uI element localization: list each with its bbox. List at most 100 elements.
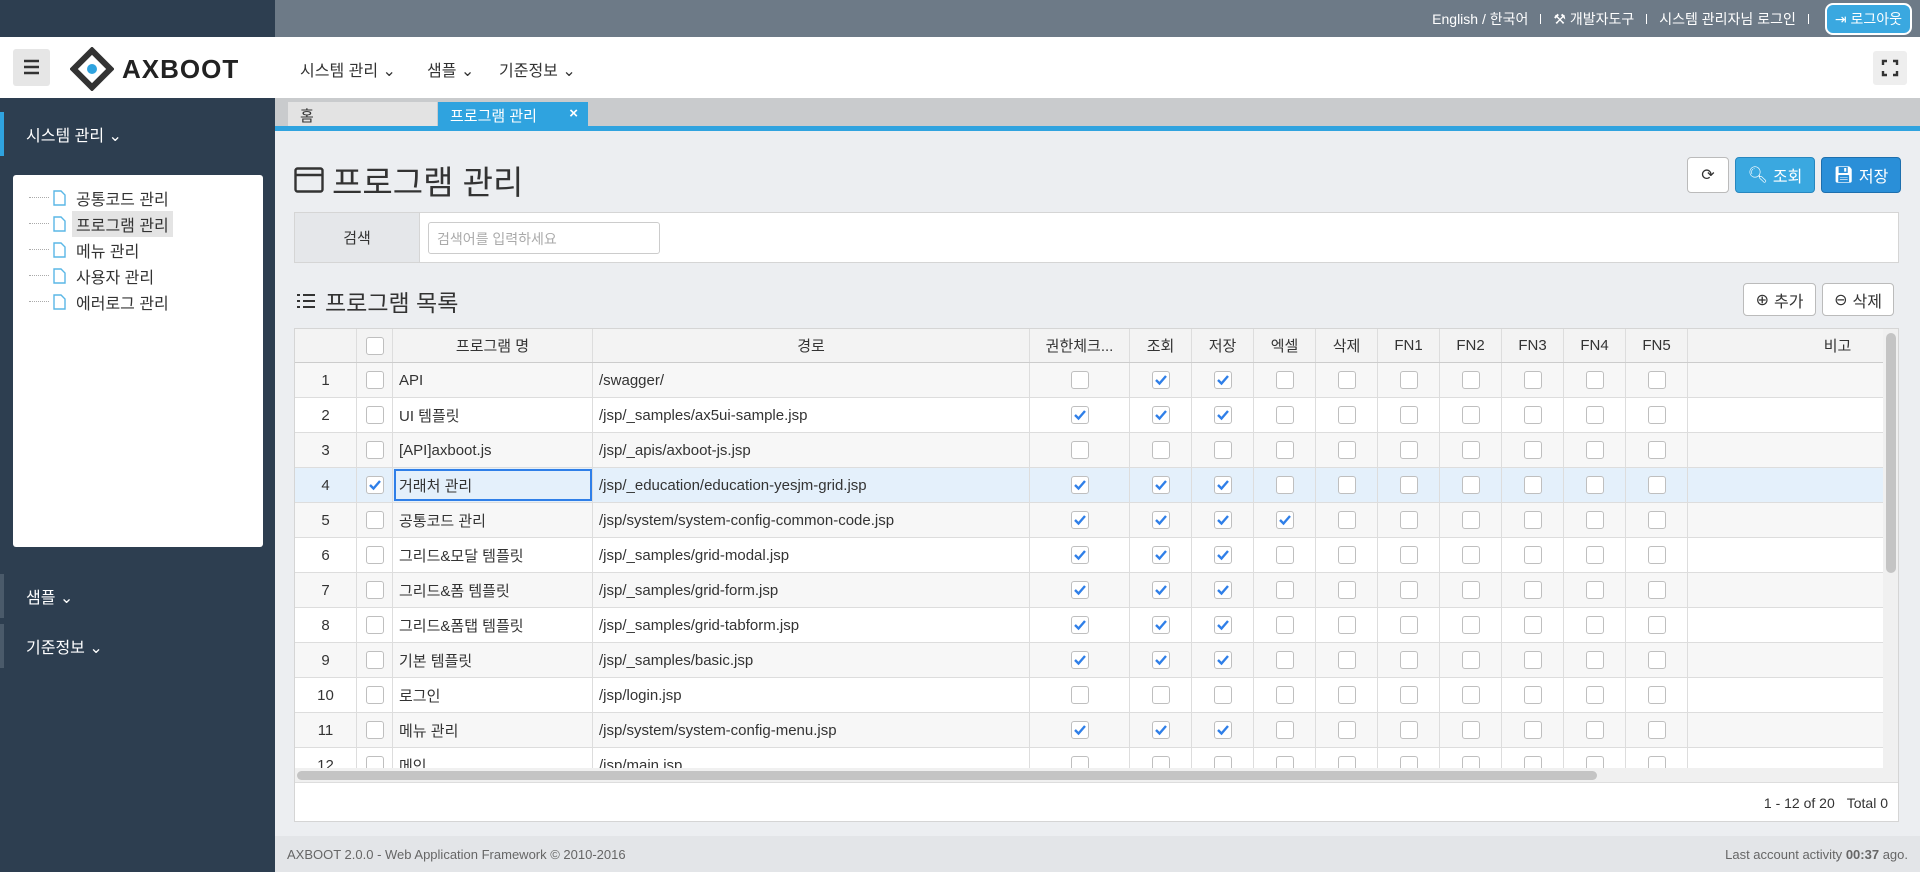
delete-button[interactable]: ⊖ 삭제 [1822, 283, 1894, 316]
tree-item[interactable]: 메뉴 관리 [13, 237, 263, 263]
checkbox[interactable] [1647, 406, 1666, 424]
checkbox[interactable] [1399, 616, 1418, 634]
checkbox[interactable] [1647, 546, 1666, 564]
checkbox[interactable] [365, 476, 384, 494]
checkbox[interactable] [1151, 546, 1170, 564]
checkbox[interactable] [1275, 406, 1294, 424]
checkbox[interactable] [1070, 546, 1089, 564]
tab-close[interactable]: × [569, 105, 578, 122]
checkbox[interactable] [1337, 651, 1356, 669]
checkbox[interactable] [1461, 686, 1480, 704]
checkbox[interactable] [1337, 476, 1356, 494]
checkbox[interactable] [365, 756, 384, 768]
checkbox[interactable] [1647, 721, 1666, 739]
checkbox[interactable] [1647, 686, 1666, 704]
checkbox[interactable] [1337, 546, 1356, 564]
checkbox[interactable] [1399, 511, 1418, 529]
checkbox[interactable] [1523, 371, 1542, 389]
grid-row[interactable]: 12 메인/jsp/main.jsp [295, 748, 1883, 768]
checkbox[interactable] [1399, 721, 1418, 739]
checkbox[interactable] [1523, 616, 1542, 634]
checkbox[interactable] [1275, 511, 1294, 529]
grid-row[interactable]: 6 그리드&모달 템플릿/jsp/_samples/grid-modal.jsp [295, 538, 1883, 573]
checkbox[interactable] [365, 406, 384, 424]
tree-item[interactable]: 공통코드 관리 [13, 185, 263, 211]
checkbox[interactable] [1399, 546, 1418, 564]
checkbox[interactable] [1461, 371, 1480, 389]
checkbox[interactable] [1070, 616, 1089, 634]
checkbox[interactable] [1213, 441, 1232, 459]
checkbox[interactable] [1070, 721, 1089, 739]
v-scrollbar[interactable] [1883, 329, 1898, 782]
checkbox[interactable] [1275, 546, 1294, 564]
checkbox[interactable] [1213, 651, 1232, 669]
checkbox[interactable] [1647, 581, 1666, 599]
checkbox[interactable] [1523, 581, 1542, 599]
checkbox[interactable] [1461, 546, 1480, 564]
checkbox[interactable] [365, 651, 384, 669]
checkbox[interactable] [1213, 686, 1232, 704]
checkbox[interactable] [1523, 441, 1542, 459]
checkbox[interactable] [1523, 406, 1542, 424]
checkbox[interactable] [365, 721, 384, 739]
tab[interactable]: 홈 [288, 102, 437, 126]
grid-row[interactable]: 9 기본 템플릿/jsp/_samples/basic.jsp [295, 643, 1883, 678]
checkbox[interactable] [1461, 441, 1480, 459]
checkbox[interactable] [1647, 756, 1666, 768]
checkbox[interactable] [1070, 686, 1089, 704]
checkbox[interactable] [1523, 721, 1542, 739]
checkbox[interactable] [1585, 616, 1604, 634]
checkbox[interactable] [1070, 406, 1089, 424]
checkbox[interactable] [1151, 756, 1170, 768]
checkbox[interactable] [1461, 616, 1480, 634]
checkbox[interactable] [1399, 441, 1418, 459]
checkbox[interactable] [1213, 511, 1232, 529]
fullscreen-button[interactable] [1873, 51, 1907, 85]
checkbox[interactable] [1151, 511, 1170, 529]
checkbox[interactable] [1585, 441, 1604, 459]
checkbox[interactable] [1151, 721, 1170, 739]
checkbox[interactable] [365, 581, 384, 599]
checkbox[interactable] [1399, 371, 1418, 389]
grid-row[interactable]: 5 공통코드 관리/jsp/system/system-config-common… [295, 503, 1883, 538]
checkbox[interactable] [1070, 651, 1089, 669]
checkbox[interactable] [1151, 616, 1170, 634]
checkbox[interactable] [1070, 581, 1089, 599]
checkbox[interactable] [1151, 581, 1170, 599]
refresh-button[interactable]: ⟳ [1687, 157, 1729, 193]
hamburger-button[interactable] [13, 49, 50, 86]
save-button[interactable]: 💾︎ 저장 [1821, 157, 1901, 193]
checkbox[interactable] [365, 686, 384, 704]
checkbox[interactable] [1523, 511, 1542, 529]
checkbox[interactable] [1399, 756, 1418, 768]
grid-row[interactable]: 2 UI 템플릿/jsp/_samples/ax5ui-sample.jsp [295, 398, 1883, 433]
checkbox[interactable] [1585, 581, 1604, 599]
checkbox[interactable] [1151, 441, 1170, 459]
checkbox[interactable] [1461, 651, 1480, 669]
nav-menu[interactable]: 샘플 ⌄ [427, 63, 475, 80]
checkbox[interactable] [1275, 651, 1294, 669]
grid-row[interactable]: 8 그리드&폼탭 템플릿/jsp/_samples/grid-tabform.js… [295, 608, 1883, 643]
grid-row[interactable]: 4 거래처 관리/jsp/_education/education-yesjm-g… [295, 468, 1883, 503]
checkbox[interactable] [1647, 511, 1666, 529]
h-scrollbar[interactable] [295, 768, 1883, 782]
tree-item[interactable]: 프로그램 관리 [13, 211, 263, 237]
checkbox[interactable] [1337, 581, 1356, 599]
checkbox[interactable] [1337, 616, 1356, 634]
checkbox[interactable] [1585, 546, 1604, 564]
checkbox[interactable] [1151, 406, 1170, 424]
checkbox[interactable] [1647, 476, 1666, 494]
checkbox[interactable] [1585, 406, 1604, 424]
devtools-link[interactable]: ⚒ 개발자도구 [1553, 10, 1635, 27]
checkbox[interactable] [1585, 721, 1604, 739]
sidebar-section[interactable]: 시스템 관리 ⌄ [0, 112, 275, 156]
nav-menu[interactable]: 기준정보 ⌄ [499, 63, 576, 80]
checkbox[interactable] [1213, 756, 1232, 768]
grid-row[interactable]: 11 메뉴 관리/jsp/system/system-config-menu.js… [295, 713, 1883, 748]
checkbox[interactable] [1213, 616, 1232, 634]
checkbox[interactable] [1585, 686, 1604, 704]
checkbox[interactable] [365, 371, 384, 389]
checkbox[interactable] [365, 511, 384, 529]
checkbox[interactable] [1337, 406, 1356, 424]
grid-row[interactable]: 1 API/swagger/ [295, 363, 1883, 398]
